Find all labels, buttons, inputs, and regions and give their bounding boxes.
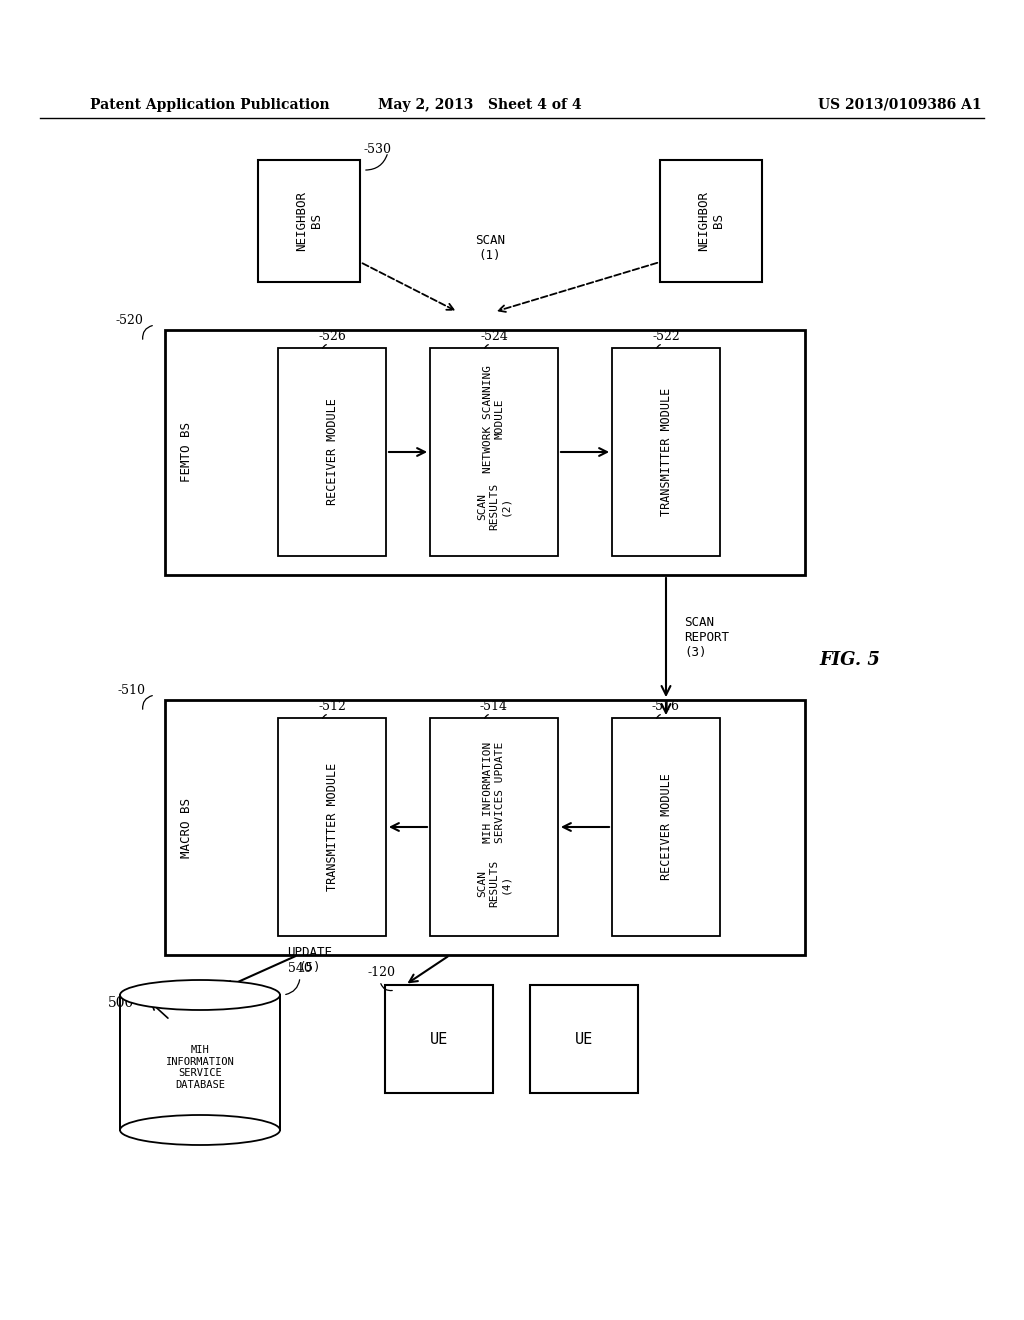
Bar — [612, 718, 720, 936]
Bar — [530, 985, 638, 1093]
Text: FEMTO BS: FEMTO BS — [180, 422, 194, 483]
Ellipse shape — [120, 1115, 280, 1144]
Bar — [612, 348, 720, 556]
Text: -512: -512 — [318, 700, 346, 713]
Text: TRANSMITTER MODULE: TRANSMITTER MODULE — [326, 763, 339, 891]
Text: May 2, 2013   Sheet 4 of 4: May 2, 2013 Sheet 4 of 4 — [378, 98, 582, 112]
Text: -522: -522 — [652, 330, 680, 343]
Text: -120: -120 — [367, 966, 395, 979]
Bar — [165, 330, 805, 576]
Ellipse shape — [120, 979, 280, 1010]
Text: UPDATE
(5): UPDATE (5) — [288, 946, 333, 974]
Bar — [385, 985, 493, 1093]
Text: SCAN
RESULTS
(2): SCAN RESULTS (2) — [477, 482, 511, 529]
Bar — [278, 718, 386, 936]
Bar — [165, 700, 805, 954]
Text: -510: -510 — [117, 684, 145, 697]
Text: SCAN
RESULTS
(4): SCAN RESULTS (4) — [477, 861, 511, 907]
Bar — [660, 160, 762, 282]
Text: SCAN
(1): SCAN (1) — [475, 234, 505, 261]
Text: -530: -530 — [364, 143, 392, 156]
Text: SCAN
REPORT
(3): SCAN REPORT (3) — [684, 616, 729, 659]
Text: -514: -514 — [480, 700, 508, 713]
Text: Patent Application Publication: Patent Application Publication — [90, 98, 330, 112]
Text: NEIGHBOR
BS: NEIGHBOR BS — [697, 191, 725, 251]
Text: MIH INFORMATION
SERVICES UPDATE: MIH INFORMATION SERVICES UPDATE — [483, 742, 505, 842]
Text: TRANSMITTER MODULE: TRANSMITTER MODULE — [659, 388, 673, 516]
Bar — [430, 348, 558, 556]
Text: -524: -524 — [480, 330, 508, 343]
Text: -526: -526 — [318, 330, 346, 343]
Text: RECEIVER MODULE: RECEIVER MODULE — [326, 399, 339, 506]
Bar — [278, 348, 386, 556]
Text: FIG. 5: FIG. 5 — [819, 651, 881, 669]
Text: 500: 500 — [108, 997, 134, 1010]
Text: RECEIVER MODULE: RECEIVER MODULE — [659, 774, 673, 880]
Text: NEIGHBOR
BS: NEIGHBOR BS — [295, 191, 323, 251]
Text: NETWORK SCANNING
MODULE: NETWORK SCANNING MODULE — [483, 364, 505, 473]
Text: -516: -516 — [652, 700, 680, 713]
Text: UE: UE — [574, 1031, 593, 1047]
Bar — [120, 995, 280, 1130]
Text: -520: -520 — [115, 314, 143, 327]
Bar — [258, 160, 360, 282]
Text: MIH
INFORMATION
SERVICE
DATABASE: MIH INFORMATION SERVICE DATABASE — [166, 1045, 234, 1090]
Text: 540: 540 — [288, 962, 312, 975]
Text: UE: UE — [430, 1031, 449, 1047]
Bar — [430, 718, 558, 936]
Text: MACRO BS: MACRO BS — [180, 797, 194, 858]
Text: US 2013/0109386 A1: US 2013/0109386 A1 — [818, 98, 982, 112]
